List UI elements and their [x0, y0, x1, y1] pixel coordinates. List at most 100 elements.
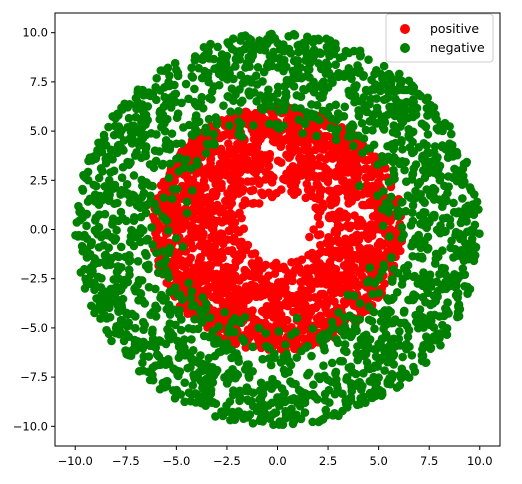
- point-negative: [99, 130, 109, 140]
- point-negative: [353, 342, 362, 351]
- point-negative: [148, 325, 157, 335]
- point-negative: [128, 134, 137, 143]
- point-negative: [296, 63, 305, 72]
- point-positive: [195, 241, 205, 250]
- point-negative: [261, 328, 271, 338]
- legend-marker-positive: [400, 24, 410, 34]
- point-negative: [234, 106, 243, 116]
- point-negative: [445, 122, 454, 131]
- point-positive: [362, 244, 372, 253]
- point-negative: [403, 260, 413, 270]
- point-positive: [217, 229, 227, 239]
- point-positive: [257, 188, 266, 197]
- point-negative: [117, 173, 127, 183]
- point-negative: [256, 378, 266, 388]
- point-negative: [322, 66, 332, 76]
- point-negative: [457, 248, 467, 258]
- point-positive: [214, 216, 224, 226]
- point-negative: [388, 274, 397, 284]
- point-negative: [294, 115, 304, 124]
- point-negative: [303, 341, 312, 351]
- point-negative: [195, 305, 204, 315]
- point-positive: [336, 250, 346, 260]
- point-positive: [346, 269, 356, 279]
- point-negative: [310, 113, 320, 123]
- point-negative: [378, 74, 387, 84]
- point-negative: [281, 91, 291, 101]
- point-negative: [211, 113, 221, 122]
- point-negative: [335, 112, 344, 122]
- point-positive: [201, 183, 210, 192]
- point-negative: [190, 99, 200, 109]
- point-negative: [355, 51, 365, 61]
- point-negative: [187, 63, 196, 73]
- point-positive: [224, 190, 233, 200]
- point-positive: [330, 288, 340, 298]
- point-negative: [377, 309, 386, 318]
- point-negative: [458, 235, 468, 244]
- point-positive: [321, 304, 330, 313]
- point-negative: [152, 350, 162, 359]
- point-negative: [200, 66, 209, 76]
- point-positive: [214, 293, 223, 302]
- point-negative: [240, 31, 250, 40]
- point-negative: [401, 157, 410, 167]
- point-negative: [319, 361, 328, 371]
- point-negative: [397, 198, 406, 207]
- point-negative: [392, 287, 402, 297]
- x-tick-label: 10.0: [467, 454, 493, 468]
- point-negative: [243, 395, 252, 404]
- point-negative: [382, 320, 391, 329]
- point-negative: [350, 322, 360, 332]
- point-negative: [436, 221, 445, 230]
- point-positive: [292, 137, 301, 147]
- point-positive: [198, 207, 208, 216]
- point-positive: [393, 241, 403, 250]
- point-negative: [423, 288, 433, 298]
- point-negative: [204, 77, 213, 87]
- point-negative: [245, 410, 255, 419]
- point-negative: [192, 156, 202, 166]
- point-negative: [185, 352, 195, 361]
- point-negative: [168, 185, 178, 194]
- point-negative: [264, 354, 274, 363]
- point-negative: [417, 119, 427, 128]
- point-negative: [113, 141, 123, 150]
- point-negative: [408, 137, 417, 147]
- point-positive: [312, 179, 322, 188]
- point-negative: [418, 352, 427, 362]
- point-negative: [189, 370, 198, 380]
- point-negative: [289, 29, 299, 39]
- point-negative: [214, 80, 224, 90]
- point-negative: [408, 201, 418, 210]
- point-positive: [264, 188, 274, 198]
- point-negative: [385, 232, 394, 241]
- point-negative: [410, 367, 420, 376]
- point-negative: [194, 392, 204, 401]
- point-negative: [364, 276, 374, 285]
- point-positive: [226, 263, 236, 273]
- point-negative: [398, 352, 407, 362]
- point-negative: [308, 417, 317, 427]
- point-negative: [170, 394, 180, 403]
- point-positive: [282, 289, 292, 299]
- point-negative: [130, 323, 140, 333]
- point-negative: [205, 370, 215, 380]
- point-positive: [343, 242, 352, 251]
- point-positive: [175, 216, 184, 226]
- point-negative: [298, 128, 307, 138]
- point-negative: [320, 395, 330, 405]
- point-positive: [208, 245, 218, 255]
- point-negative: [458, 194, 467, 203]
- point-negative: [403, 191, 413, 200]
- point-negative: [373, 362, 382, 371]
- point-negative: [359, 134, 369, 143]
- point-positive: [262, 301, 272, 311]
- point-positive: [196, 198, 206, 208]
- point-positive: [307, 248, 317, 258]
- point-negative: [148, 181, 157, 191]
- point-negative: [242, 62, 252, 72]
- point-negative: [119, 280, 128, 290]
- point-negative: [187, 335, 196, 344]
- point-negative: [129, 216, 139, 225]
